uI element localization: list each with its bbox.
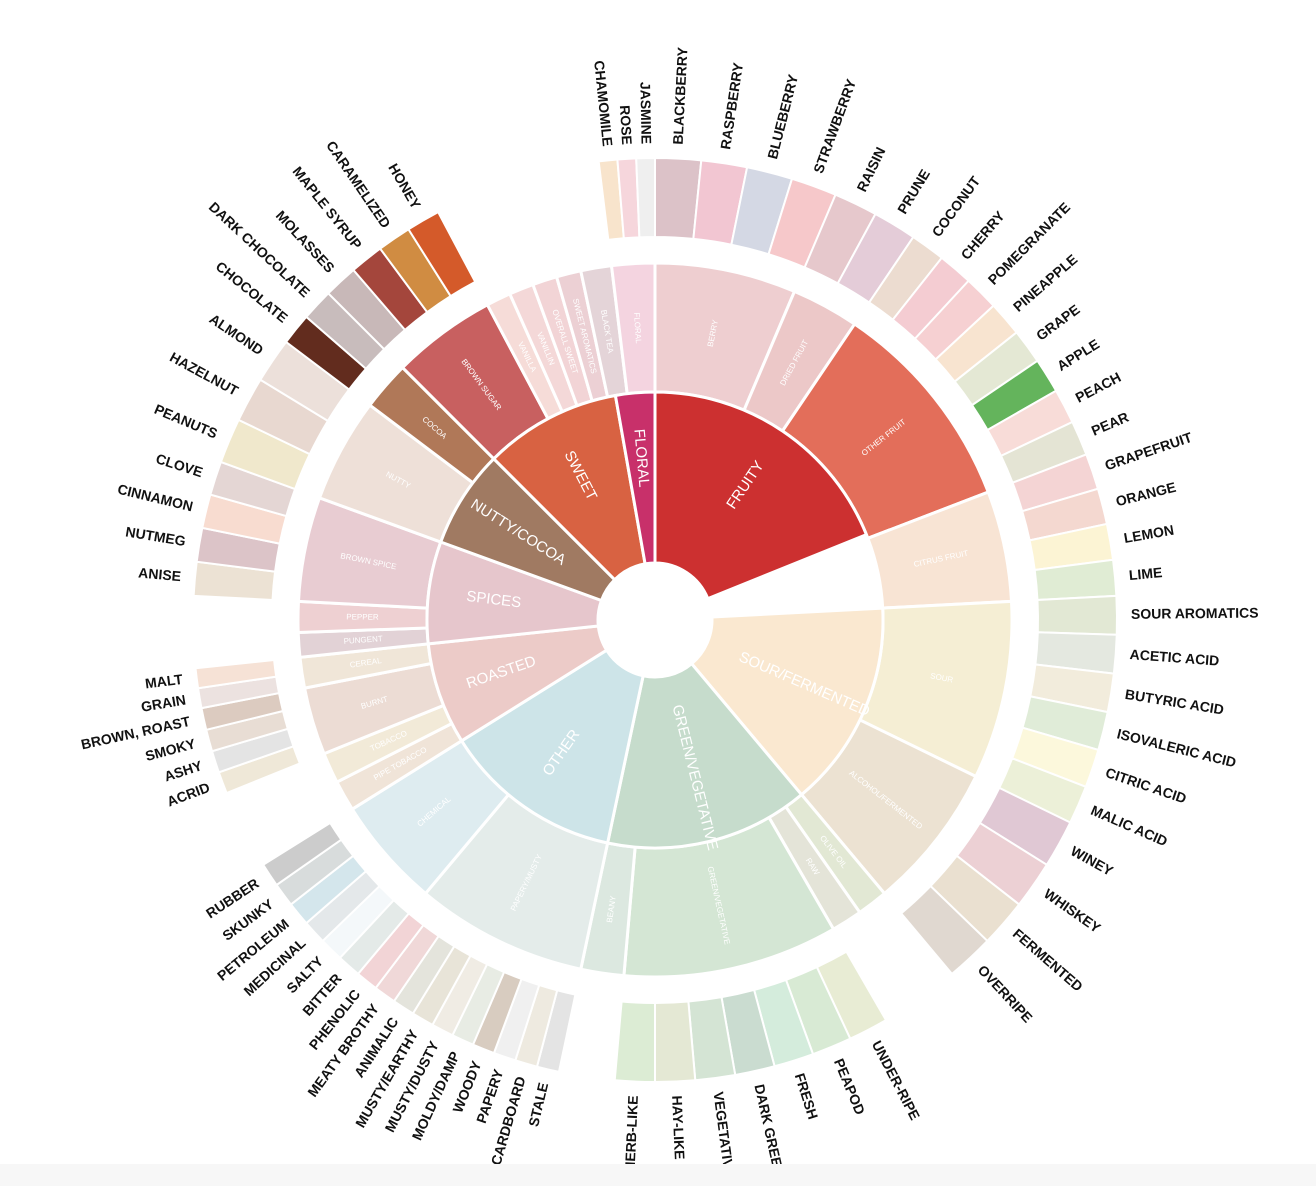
outer-label-almond: ALMOND	[207, 310, 267, 358]
outer-segment-herb-like[interactable]	[613, 1000, 656, 1084]
outer-label-hazelnut: HAZELNUT	[167, 349, 241, 399]
outer-label-acetic-acid: ACETIC ACID	[1129, 646, 1220, 669]
outer-label-dark-chocolate: DARK CHOCOLATE	[206, 199, 313, 301]
outer-label-clove: CLOVE	[154, 450, 205, 480]
outer-label-whiskey: WHISKEY	[1041, 885, 1104, 936]
outer-label-peapod: PEAPOD	[831, 1056, 868, 1117]
outer-label-under-ripe: UNDER-RIPE	[869, 1038, 923, 1123]
outer-label-citric-acid: CITRIC ACID	[1104, 764, 1189, 806]
outer-segment-sour-aromatics[interactable]	[1036, 594, 1118, 636]
middle-label-pungent: PUNGENT	[343, 634, 383, 646]
outer-label-strawberry: STRAWBERRY	[810, 76, 859, 175]
middle-label-pepper: PEPPER	[346, 612, 379, 621]
outer-label-hay-like: HAY-LIKE	[669, 1095, 688, 1160]
inner-label-spices: SPICES	[465, 588, 522, 612]
outer-label-winey: WINEY	[1068, 843, 1116, 880]
outer-label-apple: APPLE	[1054, 336, 1102, 374]
outer-label-fresh: FRESH	[792, 1071, 822, 1121]
outer-label-pear: PEAR	[1089, 409, 1131, 439]
middle-label-floral: FLORAL	[632, 312, 643, 344]
outer-label-rose: ROSE	[617, 105, 635, 146]
outer-label-prune: PRUNE	[894, 166, 933, 216]
outer-label-peanuts: PEANUTS	[152, 401, 220, 442]
outer-label-isovaleric-acid: ISOVALERIC ACID	[1115, 725, 1237, 770]
outer-label-blackberry: BLACKBERRY	[670, 46, 691, 145]
middle-label-beany: BEANY	[605, 894, 618, 923]
outer-label-herb-like: HERB-LIKE	[622, 1095, 641, 1172]
outer-label-grape: GRAPE	[1033, 301, 1083, 343]
outer-label-grapefruit: GRAPEFRUIT	[1103, 429, 1195, 474]
outer-label-cinnamon: CINNAMON	[116, 481, 195, 515]
outer-label-coconut: COCONUT	[929, 173, 984, 240]
outer-label-nutmeg: NUTMEG	[124, 523, 187, 549]
outer-label-chamomile: CHAMOMILE	[591, 60, 616, 148]
outer-label-cherry: CHERRY	[957, 207, 1008, 262]
outer-label-malic-acid: MALIC ACID	[1089, 802, 1170, 849]
outer-label-raisin: RAISIN	[853, 144, 888, 194]
outer-label-raspberry: RASPBERRY	[717, 61, 746, 150]
outer-label-lime: LIME	[1128, 564, 1163, 583]
outer-segment-rubber[interactable]	[261, 821, 343, 887]
outer-label-lemon: LEMON	[1123, 522, 1176, 546]
outer-label-peach: PEACH	[1073, 369, 1124, 406]
outer-label-malt: MALT	[144, 671, 184, 692]
outer-label-blueberry: BLUEBERRY	[764, 72, 801, 161]
outer-label-anise: ANISE	[138, 564, 182, 584]
outer-label-orange: ORANGE	[1114, 479, 1178, 510]
outer-segment-hay-like[interactable]	[654, 1000, 697, 1084]
outer-label-sour-aromatics: SOUR AROMATICS	[1131, 605, 1259, 622]
outer-label-overripe: OVERRIPE	[975, 962, 1036, 1026]
footer-strip	[0, 1164, 1316, 1186]
outer-label-ashy: ASHY	[162, 757, 205, 784]
outer-segment-jasmine[interactable]	[635, 156, 656, 239]
inner-label-floral: FLORAL	[630, 428, 652, 488]
outer-segment-malt[interactable]	[194, 658, 278, 690]
outer-label-fermented: FERMENTED	[1010, 925, 1086, 994]
center-hub	[598, 563, 712, 677]
outer-label-butyric-acid: BUTYRIC ACID	[1124, 686, 1225, 718]
outer-label-grain: GRAIN	[140, 691, 187, 714]
outer-label-jasmine: JASMINE	[637, 82, 654, 145]
outer-label-acrid: ACRID	[165, 779, 212, 810]
outer-segment-honey[interactable]	[407, 210, 477, 298]
outer-segment-overripe[interactable]	[899, 884, 989, 976]
outer-label-stale: STALE	[525, 1081, 551, 1128]
outer-label-honey: HONEY	[385, 161, 424, 213]
